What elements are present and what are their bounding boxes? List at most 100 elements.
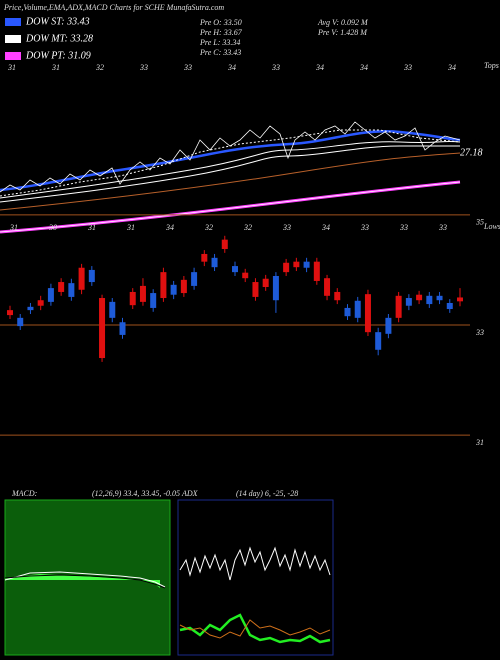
y-tick-label: 31 xyxy=(475,438,484,447)
candle-body xyxy=(344,307,351,317)
date-label: 31 xyxy=(9,223,18,232)
date-label: 33 xyxy=(139,63,148,72)
candle-body xyxy=(221,239,228,250)
candle-body xyxy=(201,253,208,262)
candle-body xyxy=(99,298,106,359)
legend-swatch xyxy=(5,18,21,26)
date-label: 32 xyxy=(243,223,252,232)
candle-body xyxy=(446,302,453,310)
ema-line xyxy=(0,152,461,211)
macd-params: (12,26,9) 33.4, 33.45, -0.05 xyxy=(92,489,180,498)
info: Pre V: 1.428 M xyxy=(317,28,368,37)
date-label: 34 xyxy=(165,223,174,232)
candle-body xyxy=(416,294,423,301)
ema-lines xyxy=(0,121,461,234)
ema-line xyxy=(0,145,460,203)
candle-body xyxy=(272,275,279,301)
macd-label: MACD: xyxy=(11,489,38,498)
date-label: 34 xyxy=(359,63,368,72)
candle-body xyxy=(78,267,85,290)
candle-body xyxy=(47,288,54,302)
legend-swatch xyxy=(5,35,21,43)
macd-line xyxy=(4,571,166,588)
info: Avg V: 0.092 M xyxy=(317,18,369,27)
signal-line xyxy=(4,574,166,589)
candle-body xyxy=(119,322,126,335)
date-label: 33 xyxy=(399,223,408,232)
candle-body xyxy=(88,269,95,283)
date-label: 34 xyxy=(227,63,236,72)
date-label: 33 xyxy=(282,223,291,232)
info: Pre O: 33.50 xyxy=(199,18,242,27)
candle-body xyxy=(109,301,116,318)
chart-title: Price,Volume,EMA,ADX,MACD Charts for SCH… xyxy=(3,3,224,12)
candle-body xyxy=(180,279,187,294)
adx-label: ADX xyxy=(181,489,199,498)
di-minus xyxy=(179,619,331,639)
adx-params: (14 day) 6, -25, -28 xyxy=(236,489,298,498)
date-label: 33 xyxy=(360,223,369,232)
date-label: 31 xyxy=(7,63,16,72)
date-label: 34 xyxy=(315,63,324,72)
info: Pre C: 33.43 xyxy=(199,48,241,57)
candle-body xyxy=(405,298,412,306)
info: Pre H: 33.67 xyxy=(199,28,243,37)
candle-body xyxy=(170,284,177,295)
date-label: 33 xyxy=(403,63,412,72)
candle-body xyxy=(68,283,75,297)
candle-body xyxy=(426,295,433,305)
candle-body xyxy=(313,261,320,281)
ema-line xyxy=(0,181,461,233)
candle-body xyxy=(17,317,24,327)
y-tick-label: 33 xyxy=(475,328,484,337)
candle-body xyxy=(232,266,238,273)
legend-entry: DOW PT: 31.09 xyxy=(25,50,91,61)
adx-panel: ADX (14 day) 6, -25, -28 xyxy=(177,489,334,656)
candle-body xyxy=(283,262,290,273)
price-line xyxy=(0,121,461,193)
candle-body xyxy=(139,285,146,302)
date-label: 31 xyxy=(51,63,60,72)
legend-entry: DOW MT: 33.28 xyxy=(25,33,93,44)
macd-hist xyxy=(5,574,160,588)
date-label: 32 xyxy=(95,63,104,72)
candle-body xyxy=(27,306,34,311)
date-label: 33 xyxy=(438,223,447,232)
ema-line xyxy=(0,129,461,197)
candle-body xyxy=(129,291,136,306)
date-label: 34 xyxy=(321,223,330,232)
lows-label: Lows xyxy=(483,222,500,231)
macd-panel: MACD: (12,26,9) 33.4, 33.45, -0.05 xyxy=(4,489,180,656)
candle-body xyxy=(375,332,382,350)
di-plus xyxy=(179,613,331,644)
candle-body xyxy=(58,282,65,292)
ema-line xyxy=(0,140,461,199)
candle-body xyxy=(395,295,402,318)
ema-line xyxy=(0,130,461,192)
adx-line xyxy=(179,546,331,581)
candle-body xyxy=(334,291,341,301)
date-label: 34 xyxy=(447,63,456,72)
date-label: 32 xyxy=(204,223,213,232)
y-tick-label: 35 xyxy=(475,218,484,227)
candle-body xyxy=(37,300,44,306)
date-label: 31 xyxy=(126,223,135,232)
candle-body xyxy=(7,310,13,316)
candle-body xyxy=(324,278,331,296)
candle-body xyxy=(242,272,249,279)
date-label: 30 xyxy=(48,223,57,232)
info: Pre L: 33.34 xyxy=(199,38,240,47)
candle-body xyxy=(364,294,371,333)
candle-body xyxy=(211,257,218,268)
date-label: 33 xyxy=(183,63,192,72)
candle-body xyxy=(303,261,310,268)
candle-body xyxy=(293,261,300,268)
ema-label: 27.18 xyxy=(460,147,483,158)
date-label: 31 xyxy=(87,223,96,232)
candle-body xyxy=(457,297,463,302)
candle-body xyxy=(160,272,167,299)
candle-body xyxy=(385,317,392,334)
candle-body xyxy=(191,272,198,286)
adx-bg xyxy=(177,499,334,656)
